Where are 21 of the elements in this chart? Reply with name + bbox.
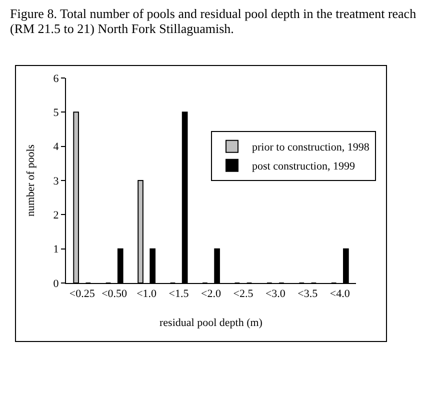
y-tick-label: 4 — [53, 141, 60, 154]
y-tick-label: 5 — [53, 107, 60, 120]
y-tick-label: 2 — [53, 210, 59, 222]
x-axis-title: residual pool depth (m) — [160, 317, 263, 329]
x-tick-label: <0.25 — [69, 288, 96, 300]
y-tick-label: 0 — [53, 278, 60, 290]
legend-label: post construction, 1999 — [252, 160, 356, 173]
y-tick-label: 1 — [53, 244, 59, 256]
y-axis-title: number of pools — [25, 144, 37, 217]
x-tick-label: <2.0 — [201, 288, 222, 300]
y-tick-label: 3 — [53, 175, 60, 188]
x-tick-label: <0.50 — [102, 288, 128, 300]
chart-title: Figure 8. Total number of pools and residual pool depth in the treatment reach (RM 21.5 to 21) North Fork Stillaguamish. — [10, 6, 418, 36]
legend-label: prior to construction, 1998 — [252, 142, 370, 154]
x-tick-label: <1.0 — [136, 288, 158, 300]
y-tick-label: 6 — [53, 72, 60, 85]
x-tick-label: <2.5 — [233, 288, 254, 300]
x-tick-label: <3.0 — [265, 288, 286, 300]
x-tick-label: <4.0 — [330, 288, 350, 300]
x-tick-label: <1.5 — [168, 288, 190, 300]
x-tick-label: <3.5 — [298, 288, 318, 300]
